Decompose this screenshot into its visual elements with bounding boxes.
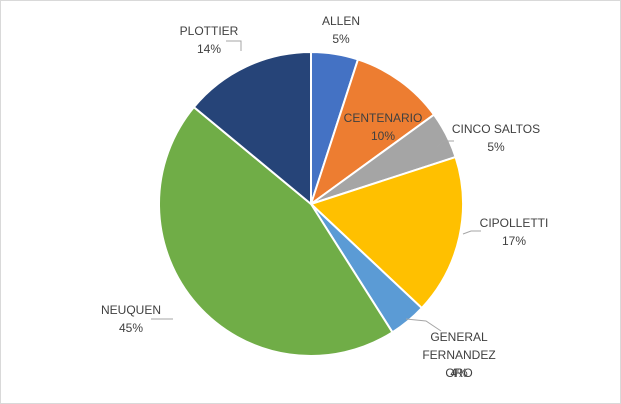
leader-line — [226, 40, 242, 51]
value-label: 17% — [501, 234, 527, 248]
pie-slice — [158, 105, 394, 357]
pie-slice — [192, 50, 312, 207]
leader-line — [405, 318, 442, 332]
pie-slice — [309, 155, 464, 310]
value-label: 45% — [118, 321, 144, 335]
category-label: CENTENARIO — [343, 111, 423, 125]
category-label: ALLEN — [321, 14, 361, 28]
leader-line — [462, 230, 481, 235]
category-label: NEUQUEN — [100, 303, 161, 317]
value-label: 5% — [332, 32, 350, 46]
value-label: 5% — [487, 140, 505, 154]
category-label: GENERAL FERNANDEZ ORO — [422, 330, 496, 380]
category-label: CIPOLLETTI — [479, 216, 549, 230]
value-label: 10% — [370, 129, 396, 143]
category-label: PLOTTIER — [179, 24, 239, 38]
value-label: 4% — [450, 366, 468, 380]
pie-slice — [309, 58, 436, 207]
value-label: 14% — [196, 42, 222, 56]
leader-line — [436, 140, 454, 148]
category-label: CINCO SALTOS — [451, 122, 541, 136]
